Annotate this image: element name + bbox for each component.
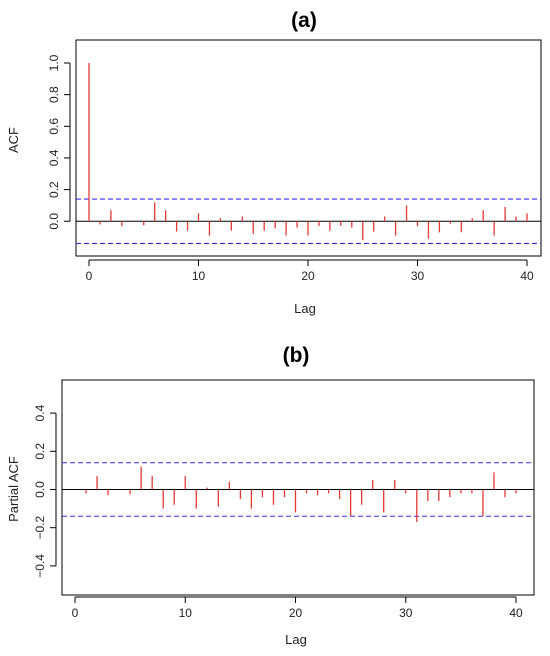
acf-y-tick-label: 0.8 [47,86,61,103]
acf-x-tick-label: 20 [301,269,315,283]
acf-x-tick-label: 30 [411,269,425,283]
pacf-y-tick-label: 0.4 [33,404,47,421]
pacf-x-tick-label: 30 [399,606,413,620]
pacf-plot-area: 0 10 20 30 40 −0.4 −0.2 0.0 0.2 0.4 [33,379,535,620]
pacf-x-tick-label: 40 [509,606,523,620]
acf-x-tick-label: 40 [520,269,534,283]
panel-b-label: (b) [283,344,310,367]
acf-x-tick-label: 0 [86,269,93,283]
acf-panel: (a) ACF Lag 0 10 20 30 40 0.0 0.2 0.4 0.6 0.8 1.0 [6,9,542,316]
pacf-panel: (b) Partial ACF Lag 0 10 20 30 40 −0.4 −0.2 0.0… [6,344,535,647]
acf-y-tick-label: 0.4 [47,149,61,166]
pacf-x-axis-title: Lag [285,632,307,647]
acf-plot-frame [75,39,542,257]
panel-a-label: (a) [291,9,317,32]
pacf-y-tick-label: 0.0 [33,481,47,498]
pacf-y-tick-label: −0.2 [33,516,47,540]
acf-x-tick-label: 10 [192,269,206,283]
acf-y-tick-label: 0.2 [47,181,61,198]
pacf-x-tick-label: 20 [289,606,303,620]
pacf-plot-frame [61,379,535,596]
pacf-y-axis-title: Partial ACF [6,456,21,522]
acf-plot-area: 0 10 20 30 40 0.0 0.2 0.4 0.6 0.8 1.0 [47,39,542,283]
acf-y-tick-label: 0.0 [47,213,61,230]
acf-y-axis-title: ACF [6,127,21,153]
pacf-y-tick-label: −0.4 [33,554,47,578]
pacf-x-tick-label: 0 [72,606,79,620]
acf-x-axis-title: Lag [294,301,316,316]
acf-y-tick-label: 0.6 [47,118,61,135]
acf-y-tick-label: 1.0 [47,54,61,71]
pacf-x-tick-label: 10 [179,606,193,620]
pacf-y-tick-label: 0.2 [33,443,47,460]
